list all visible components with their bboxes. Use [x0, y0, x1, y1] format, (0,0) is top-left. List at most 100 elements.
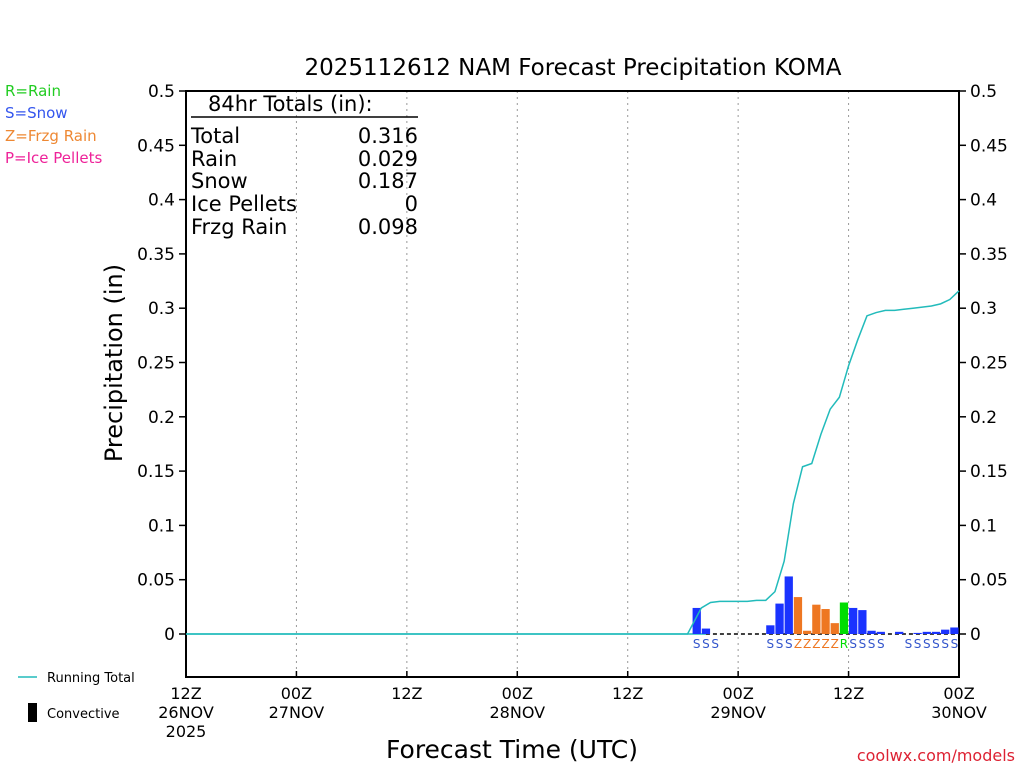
y-tick-label-right: 0.2 [970, 408, 997, 428]
ptype-label: Z [794, 637, 802, 651]
x-tick-label: 00Z [722, 684, 753, 703]
y-tick-label-left: 0.3 [148, 299, 175, 319]
precip-bar [876, 631, 885, 634]
precip-bar [821, 609, 830, 634]
x-tick-label: 26NOV [158, 703, 214, 722]
y-tick-label-left: 0.1 [148, 516, 175, 536]
running-total-legend-label: Running Total [47, 671, 135, 686]
x-tick-label: 29NOV [710, 703, 766, 722]
ptype-label: S [923, 637, 931, 651]
precip-bar [839, 602, 849, 634]
y-tick-label-right: 0.35 [970, 245, 1008, 265]
ptype-label: Z [803, 637, 811, 651]
y-tick-labels: 0 0 0.05 0.05 0.1 0.1 0.15 0.15 0.2 0.2 0.25 0.25 0.… [137, 82, 1008, 645]
x-tick-label: 12Z [833, 684, 864, 703]
precip-bar [931, 631, 941, 634]
x-tick-label: 27NOV [269, 703, 325, 722]
y-tick-label-right: 0.25 [970, 354, 1008, 374]
totals-value-total: 0.316 [358, 124, 418, 148]
totals-box: 84hr Totals (in): Total 0.316 Rain 0.029… [190, 92, 418, 239]
totals-label-freezing-rain: Frzg Rain [191, 215, 287, 239]
bottom-legend: Running Total Convective [18, 671, 135, 722]
ptype-label: S [776, 637, 784, 651]
y-tick-label-right: 0.1 [970, 516, 997, 536]
chart-title: 2025112612 NAM Forecast Precipitation KO… [305, 55, 842, 81]
totals-label-snow: Snow [191, 169, 248, 193]
legend-freezing-rain: Z=Frzg Rain [5, 127, 97, 145]
legend: R=Rain S=Snow Z=Frzg Rain P=Ice Pellets [5, 82, 102, 167]
ptype-label: R [840, 637, 848, 651]
ptype-label: S [849, 637, 857, 651]
precip-bar [858, 610, 867, 634]
precip-bar [941, 629, 950, 634]
precip-bar [849, 607, 858, 634]
totals-header: 84hr Totals (in): [208, 92, 373, 116]
y-tick-label-right: 0.4 [970, 191, 997, 211]
y-tick-label-right: 0.05 [970, 571, 1008, 591]
precip-bar [784, 576, 793, 634]
precip-bar [867, 630, 876, 634]
ptype-label: Z [831, 637, 839, 651]
y-tick-label-left: 0.4 [148, 191, 175, 211]
precip-bar [803, 630, 812, 634]
ptype-label: S [785, 637, 793, 651]
y-axis-label: Precipitation (in) [100, 264, 128, 462]
convective-legend-label: Convective [47, 707, 120, 722]
ptype-label: S [951, 637, 959, 651]
totals-value-ice-pellets: 0 [405, 192, 418, 216]
ptype-label: S [877, 637, 885, 651]
ptype-label: Z [812, 637, 820, 651]
ptype-label: S [932, 637, 940, 651]
legend-rain: R=Rain [5, 82, 61, 100]
y-tick-label-left: 0.5 [148, 82, 175, 102]
y-tick-label-left: 0.2 [148, 408, 175, 428]
y-tick-label-right: 0.5 [970, 82, 997, 102]
convective-legend-swatch [28, 703, 37, 722]
y-tick-label-left: 0 [164, 625, 175, 645]
y-tick-label-right: 0.3 [970, 299, 997, 319]
ptype-label: S [868, 637, 876, 651]
ptype-label: S [914, 637, 922, 651]
running-total-layer [186, 290, 960, 635]
x-tick-label: 2025 [166, 722, 207, 741]
watermark: coolwx.com/models [857, 746, 1015, 765]
ptype-label: S [941, 637, 949, 651]
legend-ice-pellets: P=Ice Pellets [5, 149, 102, 167]
y-tick-label-left: 0.05 [137, 571, 175, 591]
y-tick-label-right: 0.45 [970, 136, 1008, 156]
precip-bar [701, 628, 711, 634]
gridlines [295, 91, 850, 677]
ptype-label: S [767, 637, 775, 651]
x-tick-label: 12Z [391, 684, 422, 703]
x-tick-label: 28NOV [489, 703, 545, 722]
x-tick-label: 00Z [502, 684, 533, 703]
precip-bar [922, 631, 931, 634]
x-tick-label: 00Z [943, 684, 974, 703]
running-total-line [186, 290, 960, 635]
totals-label-rain: Rain [191, 147, 237, 171]
y-tick-label-left: 0.35 [137, 245, 175, 265]
ptype-label: S [693, 637, 701, 651]
totals-value-snow: 0.187 [358, 169, 418, 193]
ptype-label: S [905, 637, 913, 651]
x-axis-label: Forecast Time (UTC) [386, 735, 638, 764]
x-tick-label: 12Z [170, 684, 201, 703]
precip-bar [830, 623, 839, 634]
totals-value-freezing-rain: 0.098 [358, 215, 418, 239]
ptype-label: S [702, 637, 710, 651]
precip-bar [766, 625, 775, 634]
precip-bar [692, 607, 701, 634]
ptype-label: S [711, 637, 719, 651]
precip-bar [950, 627, 959, 634]
y-tick-label-right: 0.15 [970, 462, 1008, 482]
precip-bar [913, 632, 922, 634]
totals-value-rain: 0.029 [358, 147, 418, 171]
precip-bar [793, 597, 803, 634]
y-tick-label-right: 0 [970, 625, 981, 645]
y-tick-label-left: 0.45 [137, 136, 175, 156]
ptype-label: Z [821, 637, 829, 651]
y-tick-label-left: 0.15 [137, 462, 175, 482]
